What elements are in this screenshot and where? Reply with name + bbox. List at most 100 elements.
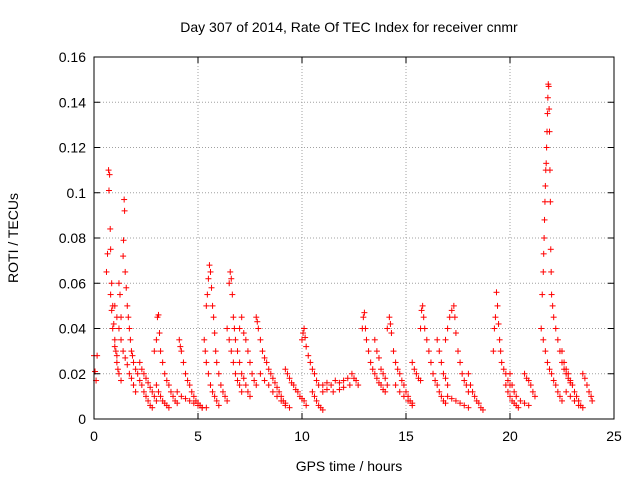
data-point — [230, 359, 237, 366]
data-point — [153, 382, 160, 389]
data-point — [278, 397, 285, 404]
data-point — [319, 382, 326, 389]
data-point — [167, 388, 174, 395]
data-point — [163, 377, 170, 384]
y-tick-label: 0.14 — [59, 94, 86, 110]
data-point — [469, 388, 476, 395]
data-point — [388, 330, 395, 337]
data-point — [575, 402, 582, 409]
data-point — [545, 83, 552, 90]
data-point — [355, 382, 362, 389]
data-point — [340, 377, 347, 384]
data-point — [234, 377, 241, 384]
data-point — [579, 404, 586, 411]
data-point — [546, 366, 553, 373]
data-point — [120, 348, 127, 355]
data-point — [205, 370, 212, 377]
x-tick-label: 0 — [90, 428, 98, 444]
data-point — [261, 377, 268, 384]
data-point — [373, 375, 380, 382]
data-point — [386, 314, 393, 321]
data-point — [129, 352, 136, 359]
data-point — [504, 377, 511, 384]
data-point — [479, 406, 486, 413]
data-point — [409, 359, 416, 366]
data-point — [400, 382, 407, 389]
data-point — [157, 393, 164, 400]
x-axis-label: GPS time / hours — [296, 458, 403, 474]
data-point — [226, 280, 233, 287]
data-point — [274, 393, 281, 400]
data-point — [222, 393, 229, 400]
data-point — [299, 336, 305, 343]
data-point — [544, 110, 551, 117]
data-point — [176, 336, 183, 343]
data-point — [253, 314, 260, 321]
data-point — [190, 400, 197, 407]
data-point — [378, 366, 385, 373]
data-point — [177, 343, 184, 350]
data-point — [436, 348, 443, 355]
data-point — [373, 348, 380, 355]
data-point — [165, 404, 172, 411]
data-point — [201, 336, 208, 343]
data-point — [571, 397, 578, 404]
data-point — [455, 348, 461, 355]
x-tick-label: 25 — [606, 428, 622, 444]
data-point — [581, 375, 588, 382]
data-point — [323, 386, 330, 393]
data-point — [452, 397, 459, 404]
data-point — [203, 302, 210, 309]
data-point — [182, 370, 189, 377]
data-point — [136, 359, 143, 366]
data-point — [330, 388, 337, 395]
data-point — [538, 325, 545, 332]
data-point — [427, 359, 434, 366]
data-point — [465, 370, 472, 377]
data-point — [104, 250, 111, 257]
data-point — [284, 370, 291, 377]
data-point — [151, 348, 158, 355]
data-point — [126, 370, 133, 377]
data-point — [255, 325, 262, 332]
data-point — [396, 370, 403, 377]
data-point — [236, 325, 243, 332]
data-point — [311, 370, 318, 377]
data-point — [457, 400, 464, 407]
data-point — [217, 382, 224, 389]
data-point — [544, 94, 551, 101]
data-point — [147, 384, 154, 391]
data-point — [113, 359, 120, 366]
data-point — [548, 268, 555, 275]
data-point — [230, 314, 237, 321]
data-point — [106, 171, 113, 178]
data-point — [567, 393, 574, 400]
data-point — [105, 167, 112, 174]
data-point — [276, 388, 283, 395]
data-point — [420, 314, 427, 321]
data-point — [182, 395, 189, 402]
data-point — [513, 393, 520, 400]
data-point — [207, 268, 214, 275]
x-axis-tick-labels: 0 5 10 15 20 25 — [90, 428, 622, 444]
y-axis-label: ROTI / TECUs — [5, 193, 21, 283]
data-point — [261, 354, 268, 361]
data-point — [153, 336, 160, 343]
data-point — [132, 388, 139, 395]
data-point — [125, 314, 132, 321]
data-point — [254, 318, 261, 325]
data-point — [498, 359, 505, 366]
y-tick-label: 0.08 — [59, 230, 86, 246]
data-point — [559, 397, 565, 404]
data-point — [107, 225, 114, 232]
data-point — [394, 366, 401, 373]
data-point — [226, 336, 233, 343]
data-point — [143, 375, 149, 382]
data-point — [554, 388, 561, 395]
data-point — [471, 393, 478, 400]
data-point — [157, 348, 164, 355]
data-point — [353, 377, 360, 384]
data-point — [236, 382, 243, 389]
data-point — [122, 268, 129, 275]
